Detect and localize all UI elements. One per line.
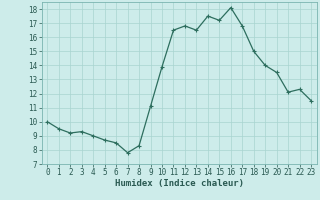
X-axis label: Humidex (Indice chaleur): Humidex (Indice chaleur) bbox=[115, 179, 244, 188]
